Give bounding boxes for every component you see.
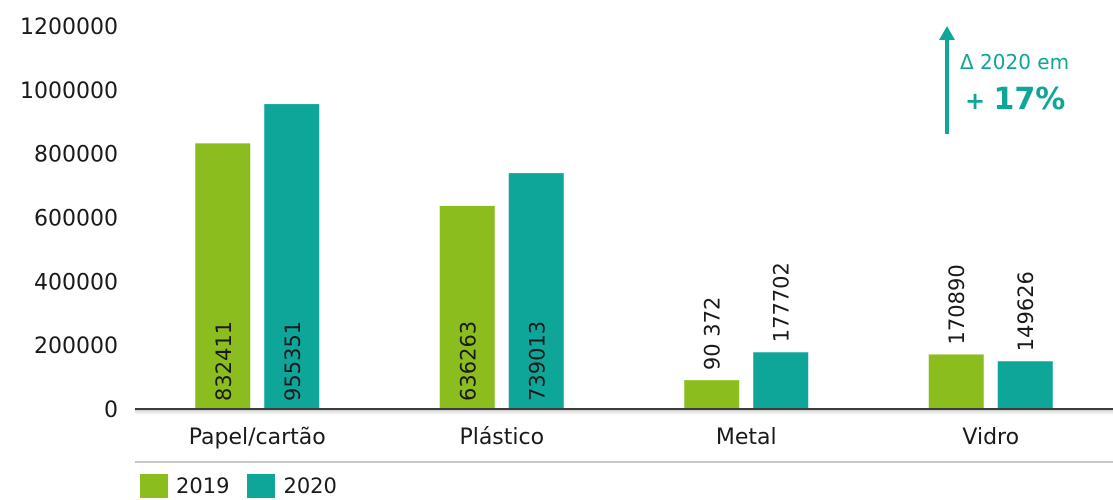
bar-2019	[928, 354, 984, 409]
y-tick-label: 600000	[34, 207, 118, 232]
data-label: 90 372	[701, 297, 725, 370]
data-label: 832411	[212, 321, 236, 401]
bar-2019	[439, 205, 495, 409]
legend: 2019 2020	[140, 474, 345, 498]
annotation-caption: Δ 2020 em	[960, 50, 1070, 74]
bar-2020	[997, 361, 1053, 409]
data-label: 955351	[281, 321, 305, 401]
legend-label-2020: 2020	[283, 474, 337, 498]
annotation-value: 17%	[993, 82, 1066, 117]
y-tick-label: 400000	[34, 270, 118, 295]
y-tick-label: 1200000	[20, 15, 118, 40]
data-label: 149626	[1014, 271, 1038, 351]
bars-group	[195, 104, 1053, 410]
legend-item-2019: 2019	[140, 474, 229, 498]
data-label: 636263	[456, 321, 480, 401]
x-category-label: Vidro	[962, 425, 1019, 450]
bar-2019	[684, 380, 740, 409]
data-label: 177702	[770, 262, 794, 342]
bar-chart: 020000040000060000080000010000001200000 …	[20, 15, 1113, 463]
x-category-label: Plástico	[459, 425, 544, 450]
bar-2019	[195, 143, 251, 410]
annotation-value-line: + 17%	[965, 82, 1065, 117]
data-label: 170890	[945, 264, 969, 344]
data-labels: 832411 955351 636263 739013 90 372 177702 1708…	[212, 262, 1039, 401]
x-category-label: Papel/cartão	[189, 425, 326, 450]
y-tick-label: 0	[104, 398, 118, 423]
legend-swatch-2020	[247, 474, 276, 498]
x-axis-categories: Papel/cartão Plástico Metal Vidro	[189, 425, 1019, 450]
bar-2020	[753, 352, 809, 409]
arrow-up-icon	[939, 26, 955, 134]
data-label: 739013	[525, 321, 549, 401]
y-tick-label: 1000000	[20, 79, 118, 104]
x-category-label: Metal	[716, 425, 777, 450]
x-axis-shadow	[135, 409, 1113, 417]
y-axis-ticks: 0 200000 400000 600000 800000 1000000 1200000	[20, 15, 118, 423]
bar-2020	[264, 104, 320, 410]
annotation-plus: +	[965, 87, 994, 115]
legend-label-2019: 2019	[176, 474, 230, 498]
y-tick-label: 800000	[34, 143, 118, 168]
y-tick-label: 200000	[34, 334, 118, 359]
legend-item-2020: 2020	[247, 474, 337, 498]
growth-annotation: Δ 2020 em + 17%	[937, 26, 1087, 136]
bar-2020	[508, 173, 564, 409]
legend-swatch-2019	[140, 474, 168, 498]
